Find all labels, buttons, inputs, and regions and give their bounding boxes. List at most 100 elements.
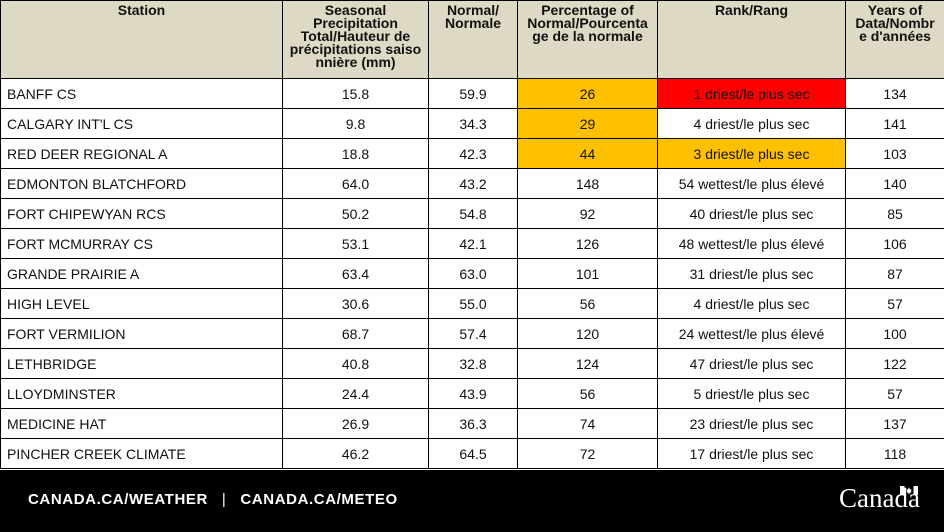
percent-cell: 72 — [517, 438, 658, 469]
header-seasonal-total: Seasonal Precipitation Total/Hauteur de … — [282, 0, 429, 79]
table-body: BANFF CS 15.8 59.9 26 1 driest/le plus sec 13… — [0, 78, 944, 469]
years-cell: 87 — [845, 258, 944, 289]
total-cell: 15.8 — [282, 78, 429, 109]
total-cell: 53.1 — [282, 228, 429, 259]
table-row: GRANDE PRAIRIE A 63.4 63.0 101 31 driest/le … — [0, 258, 944, 289]
table-row: CALGARY INT'L CS 9.8 34.3 29 4 driest/le plu… — [0, 108, 944, 139]
years-cell: 141 — [845, 108, 944, 139]
total-cell: 40.8 — [282, 348, 429, 379]
years-cell: 103 — [845, 138, 944, 169]
link-weather[interactable]: CANADA.CA/WEATHER — [28, 491, 208, 508]
table-row: MEDICINE HAT 26.9 36.3 74 23 driest/le plus … — [0, 408, 944, 439]
total-cell: 63.4 — [282, 258, 429, 289]
normal-cell: 34.3 — [428, 108, 518, 139]
rank-cell: 5 driest/le plus sec — [657, 378, 846, 409]
total-cell: 46.2 — [282, 438, 429, 469]
table-row: BANFF CS 15.8 59.9 26 1 driest/le plus sec 13… — [0, 78, 944, 109]
years-cell: 57 — [845, 378, 944, 409]
rank-cell: 47 driest/le plus sec — [657, 348, 846, 379]
total-cell: 9.8 — [282, 108, 429, 139]
years-cell: 57 — [845, 288, 944, 319]
table-header-row: Station Seasonal Precipitation Total/Hau… — [0, 0, 944, 79]
years-cell: 134 — [845, 78, 944, 109]
years-cell: 85 — [845, 198, 944, 229]
total-cell: 24.4 — [282, 378, 429, 409]
station-cell: PINCHER CREEK CLIMATE — [0, 438, 283, 469]
station-cell: LETHBRIDGE — [0, 348, 283, 379]
rank-cell: 4 driest/le plus sec — [657, 288, 846, 319]
percent-cell: 56 — [517, 288, 658, 319]
percent-cell: 148 — [517, 168, 658, 199]
station-cell: CALGARY INT'L CS — [0, 108, 283, 139]
percent-cell: 26 — [517, 78, 658, 109]
header-percentage: Percentage of Normal/Pourcenta ge de la … — [517, 0, 658, 79]
table-row: LLOYDMINSTER 24.4 43.9 56 5 driest/le plus s… — [0, 378, 944, 409]
normal-cell: 59.9 — [428, 78, 518, 109]
canada-flag-icon — [900, 486, 918, 495]
table-row: FORT VERMILION 68.7 57.4 120 24 wettest/le p… — [0, 318, 944, 349]
table-row: EDMONTON BLATCHFORD 64.0 43.2 148 54 wettest… — [0, 168, 944, 199]
normal-cell: 63.0 — [428, 258, 518, 289]
table-row: FORT MCMURRAY CS 53.1 42.1 126 48 wettest/le… — [0, 228, 944, 259]
years-cell: 106 — [845, 228, 944, 259]
percent-cell: 101 — [517, 258, 658, 289]
total-cell: 68.7 — [282, 318, 429, 349]
percent-cell: 126 — [517, 228, 658, 259]
rank-cell: 23 driest/le plus sec — [657, 408, 846, 439]
rank-cell: 54 wettest/le plus élevé — [657, 168, 846, 199]
header-rank: Rank/Rang — [657, 0, 846, 79]
rank-cell: 4 driest/le plus sec — [657, 108, 846, 139]
table-row: LETHBRIDGE 40.8 32.8 124 47 driest/le plus s… — [0, 348, 944, 379]
canada-wordmark: Canada — [839, 483, 920, 513]
years-cell: 118 — [845, 438, 944, 469]
rank-cell: 24 wettest/le plus élevé — [657, 318, 846, 349]
normal-cell: 36.3 — [428, 408, 518, 439]
station-cell: EDMONTON BLATCHFORD — [0, 168, 283, 199]
normal-cell: 55.0 — [428, 288, 518, 319]
station-cell: LLOYDMINSTER — [0, 378, 283, 409]
normal-cell: 57.4 — [428, 318, 518, 349]
percent-cell: 124 — [517, 348, 658, 379]
percent-cell: 56 — [517, 378, 658, 409]
table-row: PINCHER CREEK CLIMATE 46.2 64.5 72 17 driest… — [0, 438, 944, 469]
table-row: RED DEER REGIONAL A 18.8 42.3 44 3 driest/le… — [0, 138, 944, 169]
normal-cell: 54.8 — [428, 198, 518, 229]
rank-cell: 48 wettest/le plus élevé — [657, 228, 846, 259]
normal-cell: 42.3 — [428, 138, 518, 169]
station-cell: FORT CHIPEWYAN RCS — [0, 198, 283, 229]
years-cell: 100 — [845, 318, 944, 349]
footer-bar: CANADA.CA/WEATHER | CANADA.CA/METEO Canada — [0, 470, 944, 532]
precipitation-table: Station Seasonal Precipitation Total/Hau… — [0, 0, 944, 469]
percent-cell: 92 — [517, 198, 658, 229]
normal-cell: 42.1 — [428, 228, 518, 259]
percent-cell: 120 — [517, 318, 658, 349]
normal-cell: 43.9 — [428, 378, 518, 409]
total-cell: 30.6 — [282, 288, 429, 319]
years-cell: 122 — [845, 348, 944, 379]
rank-cell: 40 driest/le plus sec — [657, 198, 846, 229]
rank-cell: 17 driest/le plus sec — [657, 438, 846, 469]
percent-cell: 44 — [517, 138, 658, 169]
percent-cell: 74 — [517, 408, 658, 439]
rank-cell: 31 driest/le plus sec — [657, 258, 846, 289]
normal-cell: 32.8 — [428, 348, 518, 379]
station-cell: HIGH LEVEL — [0, 288, 283, 319]
link-meteo[interactable]: CANADA.CA/METEO — [240, 491, 398, 508]
years-cell: 140 — [845, 168, 944, 199]
years-cell: 137 — [845, 408, 944, 439]
footer-links: CANADA.CA/WEATHER | CANADA.CA/METEO — [28, 491, 398, 508]
station-cell: FORT MCMURRAY CS — [0, 228, 283, 259]
header-years: Years of Data/Nombr e d'années — [845, 0, 944, 79]
percent-cell: 29 — [517, 108, 658, 139]
total-cell: 18.8 — [282, 138, 429, 169]
normal-cell: 43.2 — [428, 168, 518, 199]
table-row: FORT CHIPEWYAN RCS 50.2 54.8 92 40 driest/le… — [0, 198, 944, 229]
table-row: HIGH LEVEL 30.6 55.0 56 4 driest/le plus sec… — [0, 288, 944, 319]
station-cell: BANFF CS — [0, 78, 283, 109]
rank-cell: 1 driest/le plus sec — [657, 78, 846, 109]
total-cell: 50.2 — [282, 198, 429, 229]
total-cell: 26.9 — [282, 408, 429, 439]
station-cell: RED DEER REGIONAL A — [0, 138, 283, 169]
total-cell: 64.0 — [282, 168, 429, 199]
rank-cell: 3 driest/le plus sec — [657, 138, 846, 169]
